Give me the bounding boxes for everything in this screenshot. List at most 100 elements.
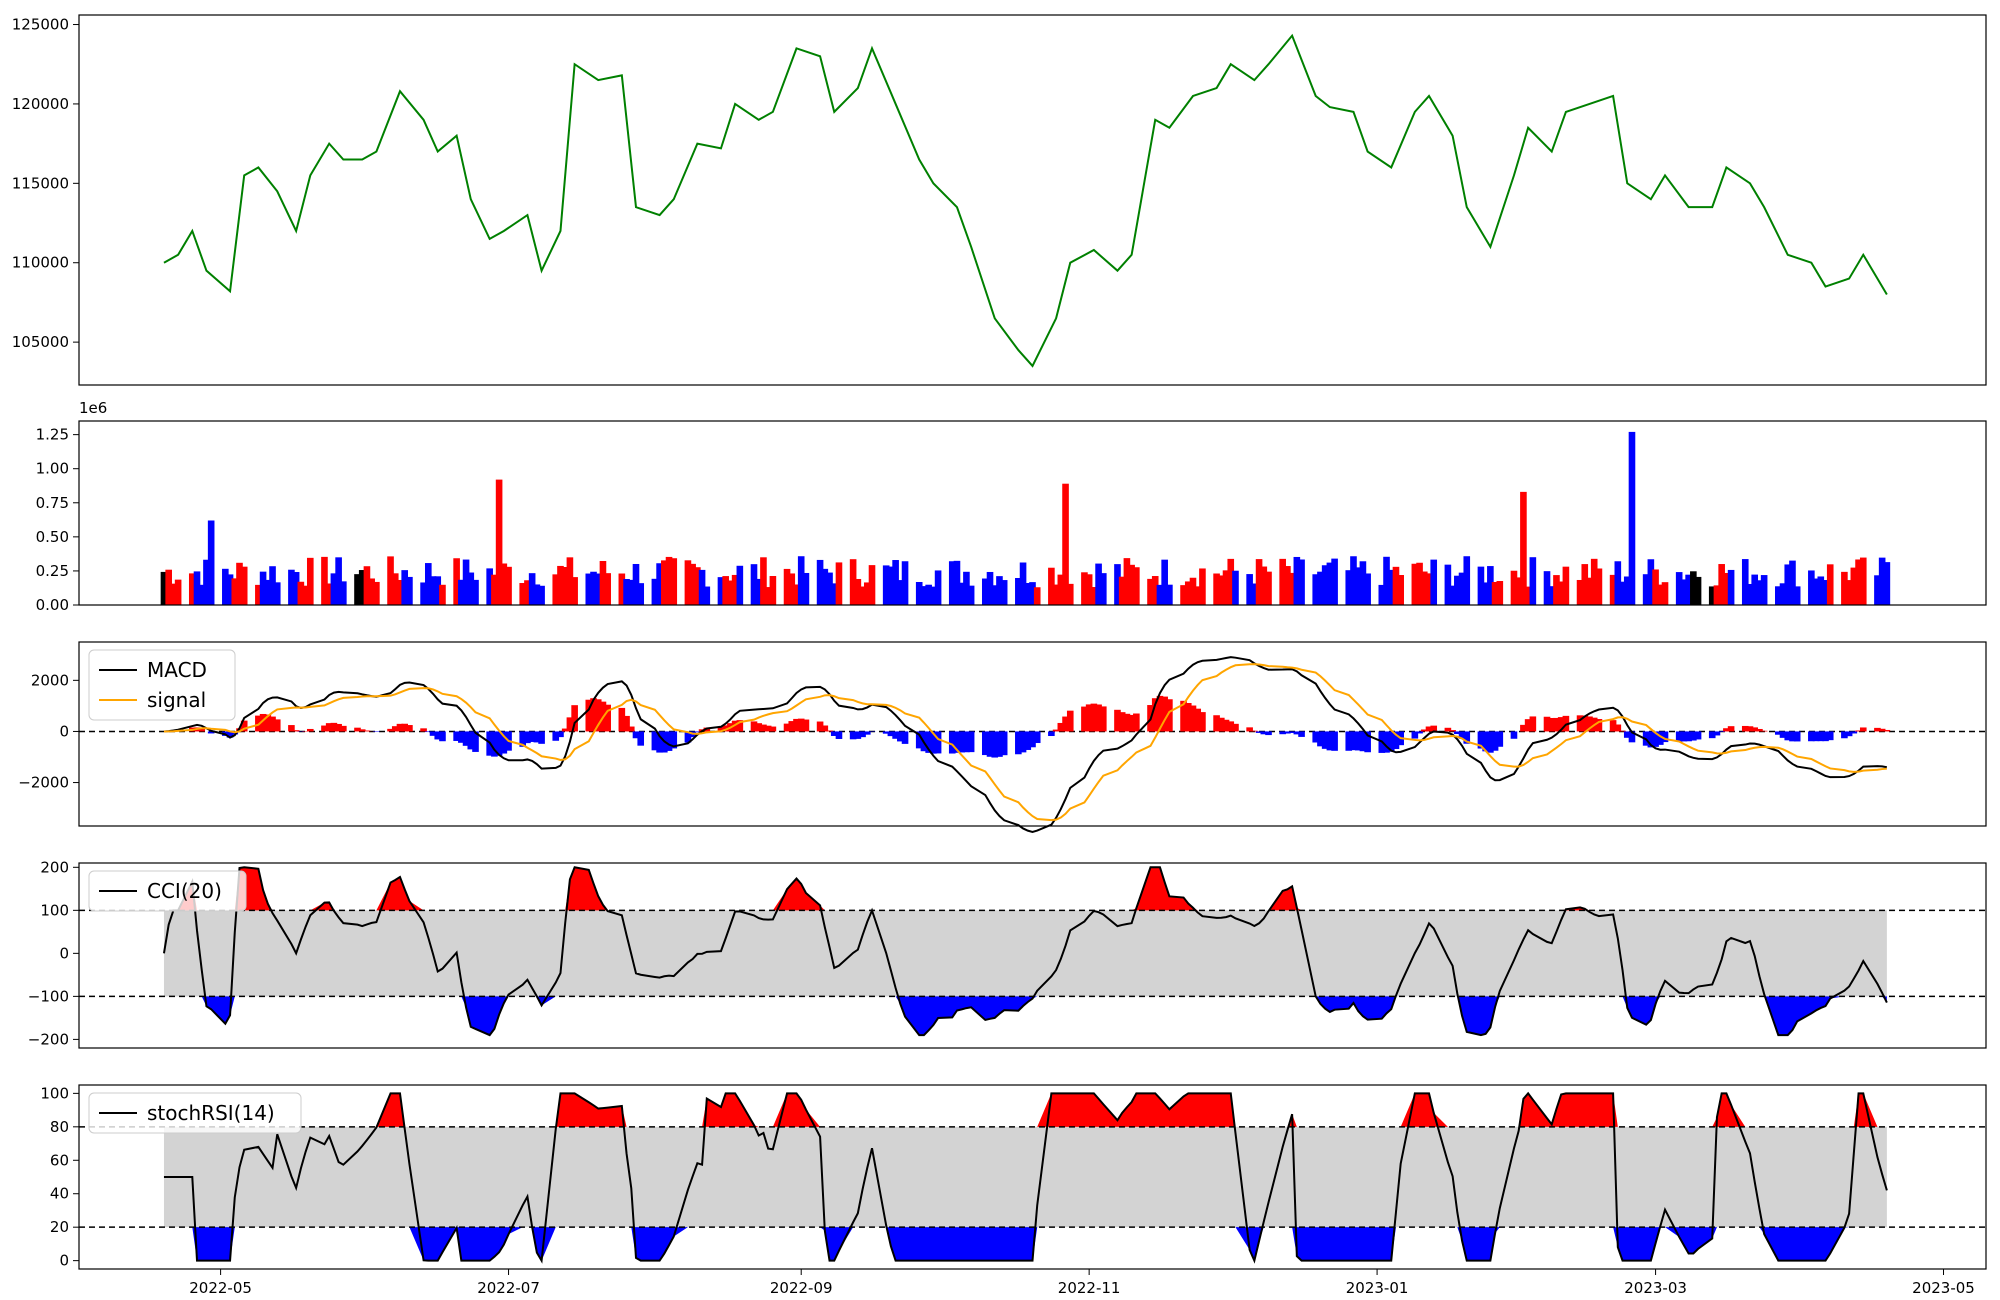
volume-bar [689,563,696,605]
macd-histogram-bar [1085,704,1093,732]
macd-histogram-bar [1251,730,1258,732]
macd-histogram-bar [1232,723,1239,732]
macd-histogram-bar [1331,731,1338,751]
y-tick-label: 100 [40,1084,69,1102]
volume-bar [1029,582,1036,605]
y-tick-label: 0 [59,722,69,740]
macd-histogram-bar [637,731,645,746]
x-tick-label: 2023-01 [1346,1279,1409,1297]
macd-histogram-bar [306,728,314,732]
volume-bar [627,579,635,605]
macd-histogram-bar [198,728,206,732]
volume-bar [1520,491,1527,605]
volume-bar [1232,570,1239,605]
volume-bar [736,565,744,605]
y-tick-label: 120000 [12,95,69,113]
volume-bar [585,573,593,605]
volume-bar [623,579,630,605]
volume-bar [694,567,701,605]
volume-bar [1850,567,1858,605]
macd-histogram-bar [1520,724,1527,732]
macd-histogram-bar [1213,715,1220,732]
macd-histogram-bar [1652,731,1659,747]
macd-histogram-bar [207,731,215,734]
volume-bar [1251,583,1258,605]
volume-bar [1449,585,1456,605]
cci-oversold-fill [163,996,1887,1036]
macd-histogram-bar [1775,731,1782,735]
macd-histogram-bar [736,720,744,732]
macd-histogram-bar [1298,731,1305,737]
volume-bar [958,582,965,605]
volume-bar [1420,571,1428,605]
macd-histogram-bar [722,725,729,732]
macd-histogram-bar [1354,731,1362,751]
volume-bar [1524,586,1532,605]
volume-bar [599,560,607,605]
volume-bar [1095,563,1102,605]
macd-histogram-bar [1151,698,1159,732]
volume-bar [1265,571,1272,605]
macd-histogram-bar [1265,731,1272,736]
volume-bar [1878,557,1886,605]
macd-histogram-bar [1661,731,1669,743]
legend-label: CCI(20) [147,879,222,903]
volume-bar [174,579,182,605]
volume-bar [1213,573,1220,605]
macd-histogram-bar [420,728,427,732]
macd-histogram-bar [273,719,281,732]
volume-bar [1510,570,1518,605]
y-tick-label: 125000 [12,16,69,34]
macd-histogram-bar [604,704,611,732]
macd-histogram-bar [958,731,965,753]
volume-bar [727,580,734,605]
volume-bar [1048,567,1055,605]
macd-histogram-bar [1100,706,1107,732]
cci-band [163,910,1887,997]
macd-histogram-bar [788,721,796,732]
macd-histogram-bar [816,721,824,732]
macd-histogram-bar [821,725,829,732]
macd-histogram-bar [472,731,479,752]
macd-histogram-bar [1156,695,1164,732]
macd-histogram-bar [1359,731,1367,752]
y-tick-label: 105000 [12,333,69,351]
macd-histogram-bar [269,716,276,732]
macd-histogram-bar [1557,717,1565,732]
volume-bar [1284,566,1291,605]
macd-histogram-bar [986,731,994,757]
macd-histogram-bar [1859,727,1867,732]
macd-histogram-bar [1019,731,1027,753]
macd-histogram-bar [835,731,843,739]
x-tick-label: 2022-07 [477,1279,540,1297]
volume-bar [1416,562,1423,605]
volume-bar [1156,584,1164,605]
macd-histogram-bar [519,731,527,747]
volume-bar [1387,569,1395,605]
legend-box [88,649,236,721]
volume-bar [566,557,574,605]
macd-histogram-bar [1656,731,1664,745]
macd-histogram-bar [694,731,701,733]
macd-histogram-bar [566,717,574,732]
macd-histogram-bar [1727,726,1735,732]
macd-histogram-bar [623,715,630,732]
macd-histogram-bar [1029,731,1036,748]
volume-bar [1180,585,1187,605]
volume-bar [486,568,493,605]
y-tick-label: 0.75 [36,494,69,512]
cci-overbought-fill [163,867,1887,911]
macd-histogram-bar [462,731,470,746]
macd-histogram-bar [1779,731,1787,738]
volume-bar [1222,570,1230,605]
volume-bar [1841,571,1848,605]
macd-histogram-bar [1199,712,1206,732]
volume-bar [1118,576,1126,605]
volume-bar [1760,575,1768,605]
macd-histogram-bar [458,731,465,743]
volume-bar [373,581,380,605]
stochrsi-band [163,1126,1887,1228]
volume-bar [1147,578,1154,605]
volume-bar [1529,557,1537,605]
volume-bar [1874,575,1881,605]
